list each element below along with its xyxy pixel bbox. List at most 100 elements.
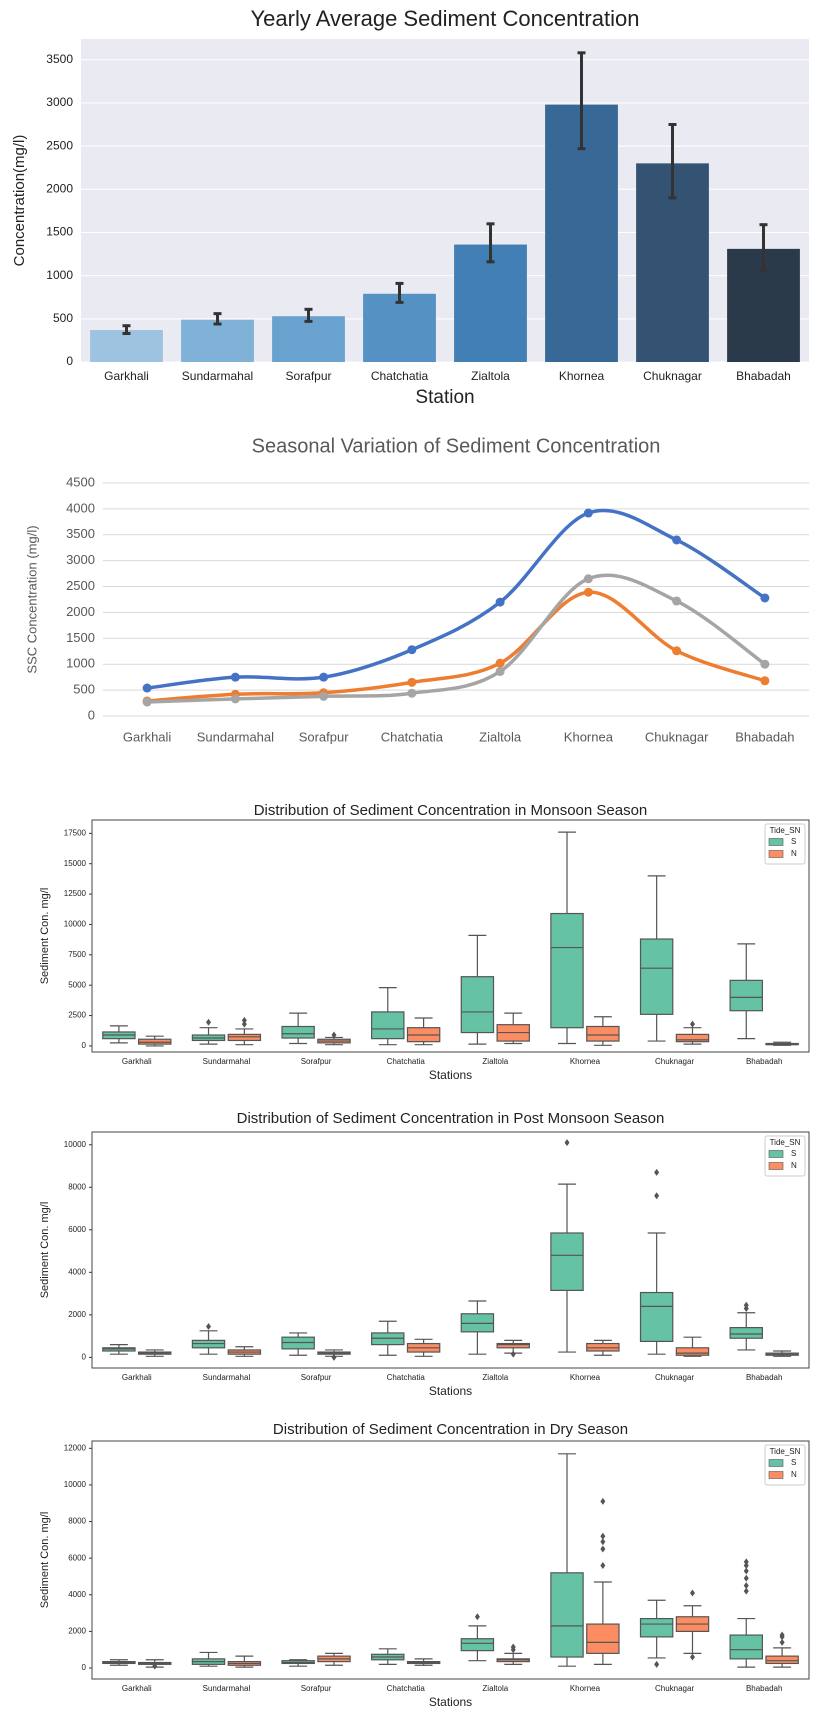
y-tick-label: 0 [66,354,73,368]
x-axis-label: Stations [429,1695,472,1709]
box [639,938,674,1015]
y-tick-label: 15000 [64,859,87,868]
legend-title: Tide_SN [770,1447,801,1456]
outlier [779,1638,785,1646]
point [760,659,770,669]
y-tick-label: 1000 [46,268,73,282]
point [230,672,240,682]
chart: Distribution of Sediment Concentration i… [39,1110,810,1398]
y-tick-label: 7500 [68,950,86,959]
y-axis-label: Sediment Con. mg/l [39,888,51,985]
box [729,1327,763,1339]
outlier [689,1589,695,1597]
x-tick-label: Chatchatia [387,1684,426,1693]
series-line [146,508,766,690]
point [495,666,505,676]
point [760,676,770,686]
x-tick-label: Sundarmahal [203,1684,251,1693]
y-tick-label: 3000 [66,552,95,567]
box [586,1623,620,1654]
x-axis-label: Stations [429,1068,472,1082]
legend-swatch [768,1471,784,1479]
y-tick-label: 2000 [66,604,95,619]
point [672,535,682,545]
x-tick-label: Chuknagar [655,1373,694,1382]
outlier [600,1561,606,1569]
box [371,1011,405,1040]
legend-swatch [768,1162,784,1170]
point [583,508,593,518]
y-tick-label: 500 [73,682,95,697]
point [495,658,505,668]
point [672,646,682,656]
y-tick-label: 10000 [64,920,87,929]
bar [454,244,527,362]
outlier [743,1301,749,1309]
y-tick-label: 10000 [64,1480,87,1489]
x-tick-label: Khornea [570,1057,601,1066]
box [729,1634,763,1660]
x-tick-label: Khornea [570,1684,601,1693]
outlier [152,1662,158,1670]
outlier [654,1660,660,1668]
point [319,672,329,682]
y-tick-label: 2000 [68,1310,86,1319]
x-tick-label: Bhabadah [735,729,794,744]
x-tick-label: Bhabadah [746,1684,782,1693]
chart: Distribution of Sediment Concentration i… [39,802,810,1082]
outlier [241,1016,247,1024]
series-line [147,573,766,704]
outlier [510,1350,516,1358]
y-tick-label: 4000 [66,500,95,515]
outlier [331,1031,337,1039]
x-tick-label: Sundarmahal [203,1373,251,1382]
point [407,645,417,655]
point [583,587,593,597]
chart-title: Seasonal Variation of Sediment Concentra… [252,435,661,457]
legend-title: Tide_SN [770,826,801,835]
y-tick-label: 1500 [46,225,73,239]
y-tick-label: 3000 [46,95,73,109]
outlier [600,1545,606,1553]
y-tick-label: 3500 [46,52,73,66]
x-tick-label: Sorafpur [301,1373,332,1382]
y-tick-label: 12000 [64,1443,87,1452]
x-tick-label: Zialtola [482,1684,508,1693]
x-tick-label: Sorafpur [285,369,331,383]
x-axis-label: Stations [429,1384,472,1398]
y-axis-label: SSC Concentration (mg/l) [24,525,39,673]
box [460,976,495,1034]
legend-title: Tide_SN [770,1138,801,1147]
box [138,1038,172,1045]
x-tick-label: Garkhali [122,1684,152,1693]
x-tick-label: Garkhali [122,1373,152,1382]
point [495,597,505,607]
plot-frame [91,1440,810,1680]
outlier [743,1574,749,1582]
y-tick-label: 2500 [68,1011,86,1020]
outlier [743,1567,749,1575]
outlier [654,1192,660,1200]
bar [363,293,436,362]
box [729,979,763,1012]
bar [181,319,254,362]
box [639,1617,674,1638]
chart: Distribution of Sediment Concentration i… [39,1421,810,1709]
outlier [474,1613,480,1621]
box [496,1342,530,1349]
y-tick-label: 4000 [68,1590,86,1599]
x-tick-label: Bhabadah [746,1057,782,1066]
x-tick-label: Chuknagar [645,729,709,744]
y-tick-label: 0 [82,1041,87,1050]
x-tick-label: Sorafpur [299,729,350,744]
chart-title: Distribution of Sediment Concentration i… [273,1421,628,1438]
legend-swatch [768,838,784,846]
x-tick-label: Zialtola [471,369,510,383]
outlier [743,1587,749,1595]
legend-label: N [791,849,797,858]
x-tick-label: Garkhali [122,1057,152,1066]
box [675,1347,710,1356]
outlier [779,1631,785,1639]
y-axis-label: Concentration(mg/l) [11,135,28,267]
